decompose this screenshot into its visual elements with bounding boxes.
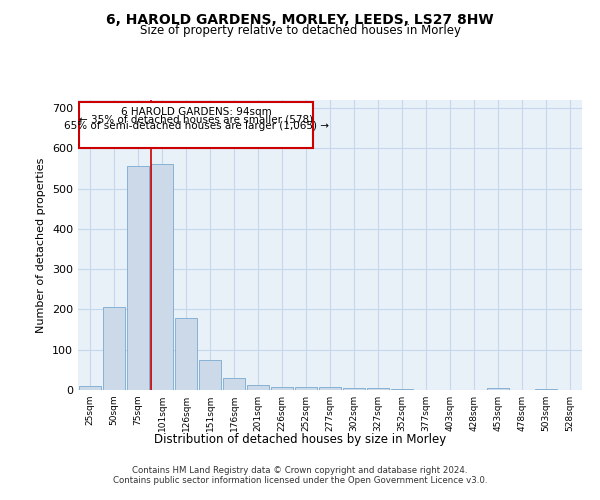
Bar (247, 385, 269, 390)
Bar (127, 166, 149, 390)
Text: 6, HAROLD GARDENS, MORLEY, LEEDS, LS27 8HW: 6, HAROLD GARDENS, MORLEY, LEEDS, LS27 8… (106, 12, 494, 26)
Bar (535, 389, 557, 390)
Bar (103, 308, 125, 390)
Text: 65% of semi-detached houses are larger (1,065) →: 65% of semi-detached houses are larger (… (64, 122, 329, 132)
Text: Distribution of detached houses by size in Morley: Distribution of detached houses by size … (154, 432, 446, 446)
Text: ← 35% of detached houses are smaller (578): ← 35% of detached houses are smaller (57… (79, 114, 313, 124)
Text: 6 HAROLD GARDENS: 94sqm: 6 HAROLD GARDENS: 94sqm (121, 107, 272, 117)
Bar (487, 388, 509, 390)
Bar (343, 388, 365, 390)
Text: Contains HM Land Registry data © Crown copyright and database right 2024.: Contains HM Land Registry data © Crown c… (132, 466, 468, 475)
Bar (151, 164, 173, 390)
Text: Size of property relative to detached houses in Morley: Size of property relative to detached ho… (139, 24, 461, 37)
Bar (199, 360, 221, 390)
Bar (391, 389, 413, 390)
FancyBboxPatch shape (79, 102, 313, 148)
Bar (295, 387, 317, 390)
Bar (271, 387, 293, 390)
Text: Contains public sector information licensed under the Open Government Licence v3: Contains public sector information licen… (113, 476, 487, 485)
Y-axis label: Number of detached properties: Number of detached properties (37, 158, 46, 332)
Bar (319, 387, 341, 390)
Bar (367, 388, 389, 390)
Bar (223, 378, 245, 390)
Bar (79, 386, 101, 390)
Bar (175, 318, 197, 390)
